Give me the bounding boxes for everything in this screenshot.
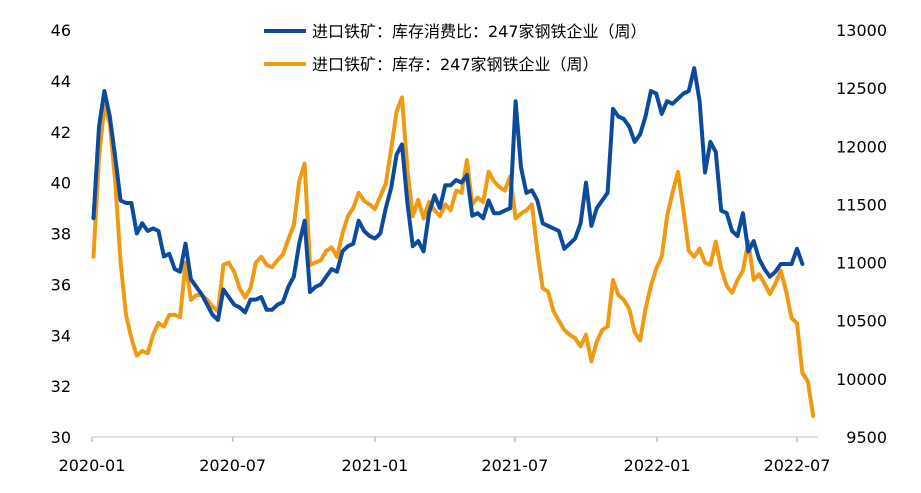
y-left-tick-label: 32: [51, 377, 71, 396]
y-right-tick-label: 12500: [836, 79, 887, 98]
y-right-tick-label: 12000: [836, 137, 887, 156]
x-tick-label: 2022-01: [624, 456, 691, 475]
x-tick-label: 2020-07: [199, 456, 266, 475]
y-left-tick-label: 44: [51, 72, 71, 91]
y-right-tick-label: 10500: [836, 312, 887, 331]
series-layer: [91, 66, 816, 419]
series-line-stock-consumption-ratio: [91, 66, 805, 322]
y-right-tick-label: 11000: [836, 254, 887, 273]
y-left-tick-label: 46: [51, 21, 71, 40]
x-tick-label: 2020-01: [59, 456, 126, 475]
series-line-inventory: [91, 95, 816, 419]
x-tick-label: 2021-01: [341, 456, 408, 475]
legend-label-stock-consumption-ratio: 进口铁矿：库存消费比：247家钢铁企业（周）: [312, 22, 647, 41]
legend-label-inventory: 进口铁矿：库存：247家钢铁企业（周）: [312, 55, 599, 74]
x-tick-label: 2021-07: [481, 456, 548, 475]
y-right-tick-label: 9500: [846, 428, 887, 447]
y-left-tick-label: 42: [51, 123, 71, 142]
y-left-tick-label: 34: [51, 326, 71, 345]
axes-layer: 2020-01 2020-07 2021-01 2021-07 2022-01 2022-…: [51, 21, 887, 475]
y-right-tick-label: 13000: [836, 21, 887, 40]
y-left-tick-label: 40: [51, 174, 71, 193]
y-left-tick-label: 36: [51, 275, 71, 294]
y-right-tick-label: 10000: [836, 370, 887, 389]
x-tick-label: 2022-07: [764, 456, 831, 475]
y-left-tick-label: 38: [51, 225, 71, 244]
y-right-tick-label: 11500: [836, 195, 887, 214]
y-left-tick-label: 30: [51, 428, 71, 447]
legend: 进口铁矿：库存消费比：247家钢铁企业（周） 进口铁矿：库存：247家钢铁企业（…: [264, 22, 647, 74]
